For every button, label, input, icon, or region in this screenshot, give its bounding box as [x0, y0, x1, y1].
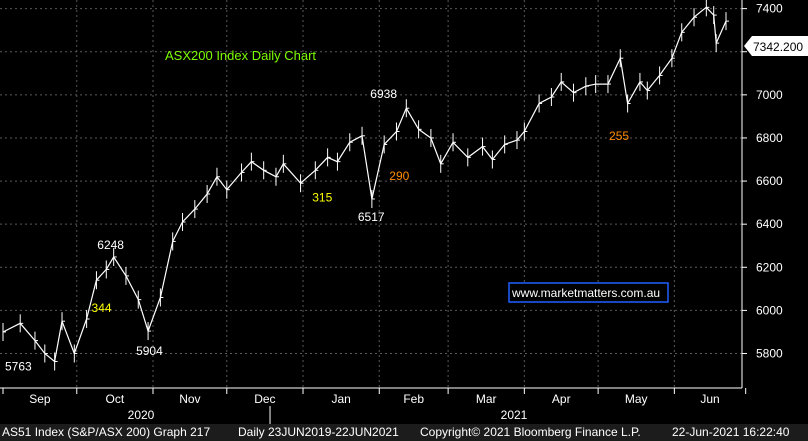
x-month-label: May [625, 392, 648, 406]
annotation-label: 5904 [136, 344, 163, 358]
y-tick-label: 5800 [756, 347, 783, 361]
annotation-label: 6517 [358, 210, 385, 224]
annotation-label: 344 [92, 301, 112, 315]
y-tick-label: 6400 [756, 217, 783, 231]
y-tick-label: 7400 [756, 2, 783, 16]
y-tick-label: 6800 [756, 131, 783, 145]
x-month-label: Apr [552, 392, 571, 406]
y-tick-label: 6600 [756, 174, 783, 188]
annotation-label: 6938 [370, 87, 397, 101]
y-tick-label: 7000 [756, 88, 783, 102]
annotation-label: 6248 [97, 238, 124, 252]
footer-bar: AS51 Index (S&P/ASX 200) Graph 217 Daily… [0, 424, 808, 441]
x-axis: Sep Oct Nov Dec Jan Feb Mar Apr May Jun 2020 2021 [0, 387, 747, 424]
x-month-label: Oct [106, 392, 125, 406]
annotation-label: 5763 [5, 359, 32, 373]
footer-copyright: Copyright© 2021 Bloomberg Finance L.P. [420, 425, 641, 439]
annotations: 576362483445904315651769382902557406 [5, 0, 705, 373]
x-month-label: Jan [331, 392, 350, 406]
y-tick-label: 6000 [756, 303, 783, 317]
annotation-label: 315 [312, 191, 332, 205]
x-month-label: Dec [254, 392, 275, 406]
footer-security: AS51 Index (S&P/ASX 200) Graph 217 [2, 425, 211, 439]
x-month-label: Feb [403, 392, 424, 406]
annotation-label: 255 [609, 129, 629, 143]
y-axis: 580060006200640066006800700072007400 [741, 0, 783, 388]
watermark-text[interactable]: www.marketmatters.com.au [511, 286, 660, 300]
x-month-label: Nov [179, 392, 200, 406]
grid-lines [0, 0, 742, 388]
annotation-label: 290 [389, 169, 409, 183]
y-tick-label: 6200 [756, 260, 783, 274]
year-label: 2020 [128, 408, 155, 422]
x-month-label: Sep [29, 392, 51, 406]
last-price-tag: 7342.200 [744, 36, 808, 56]
price-series [2, 0, 729, 371]
price-chart: 580060006200640066006800700072007400 Sep… [0, 0, 808, 424]
footer-range: Daily 23JUN2019-22JUN2021 [238, 425, 399, 439]
x-month-label: Mar [476, 392, 497, 406]
chart-title: ASX200 Index Daily Chart [165, 48, 316, 63]
last-price-label: 7342.200 [753, 40, 803, 54]
footer-timestamp: 22-Jun-2021 16:22:40 [672, 425, 790, 439]
watermark-box[interactable]: www.marketmatters.com.au [508, 282, 669, 303]
x-month-label: Jun [700, 392, 719, 406]
year-label: 2021 [501, 408, 528, 422]
